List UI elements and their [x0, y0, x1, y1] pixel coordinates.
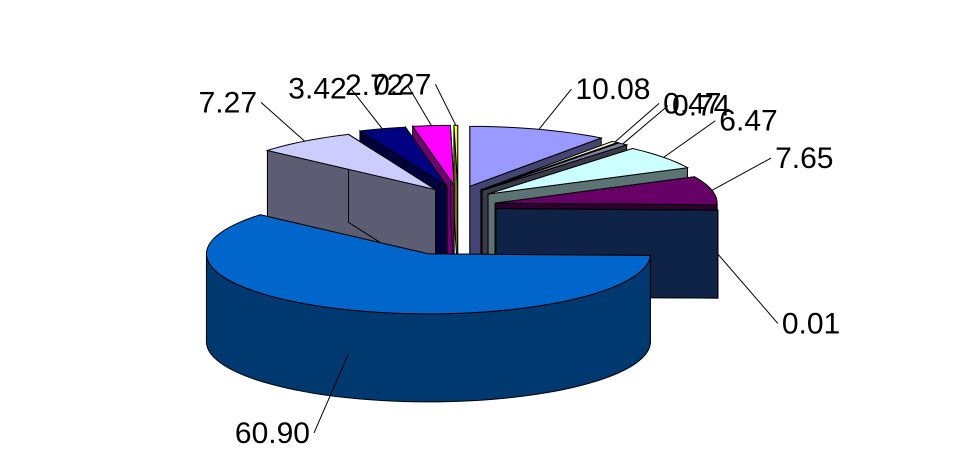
leader-line-1	[614, 103, 660, 143]
data-label-7: 7.27	[199, 86, 257, 119]
slice-top-1	[480, 140, 620, 191]
data-label-3: 6.47	[719, 105, 777, 138]
slice-top-5	[495, 208, 719, 211]
data-label-8: 3.42	[288, 72, 346, 105]
data-label-1: 0.47	[663, 87, 721, 120]
leader-lines	[260, 84, 779, 434]
data-label-0: 10.08	[575, 73, 650, 106]
leader-line-6	[313, 353, 349, 434]
slice-top-7	[265, 133, 436, 191]
slice-top-3	[487, 148, 690, 195]
leader-line-9	[406, 84, 432, 126]
leader-line-4	[711, 157, 772, 191]
data-label-6: 60.90	[235, 417, 310, 450]
leader-line-7	[260, 102, 305, 142]
leader-line-8	[350, 88, 383, 130]
data-labels: 10.08 0.470.746.47 7.65 0.01 60.90 7.27 3.422.…	[199, 68, 841, 450]
slice-top-6	[205, 214, 651, 315]
data-label-5: 0.01	[782, 307, 840, 340]
slice-top-10	[453, 124, 459, 186]
data-label-4: 7.65	[775, 142, 833, 175]
leader-line-0	[538, 88, 572, 130]
leader-line-10	[435, 84, 457, 126]
slice-top-8	[358, 126, 448, 187]
data-label-10: 0.27	[373, 68, 431, 101]
slice-top-2	[481, 142, 629, 191]
leader-line-5	[717, 253, 779, 324]
leader-line-3	[663, 120, 716, 158]
data-label-2: 0.74	[672, 90, 730, 123]
leader-line-2	[622, 105, 669, 145]
slice-tops	[205, 124, 719, 315]
slice-top-0	[469, 125, 604, 188]
data-label-9: 2.72	[345, 69, 403, 102]
